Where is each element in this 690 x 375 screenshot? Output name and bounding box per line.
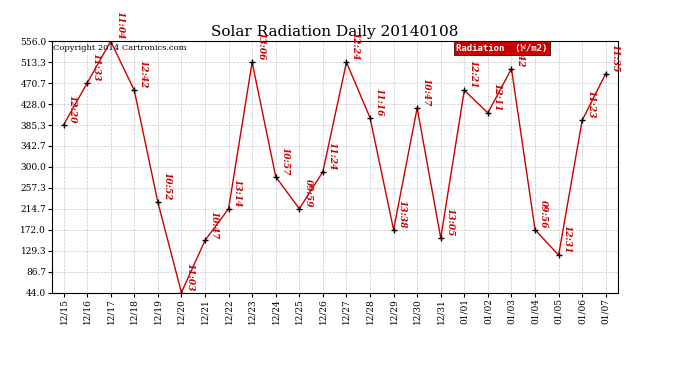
Text: 09:56: 09:56	[540, 200, 549, 228]
Text: 11:24: 11:24	[327, 142, 336, 170]
Text: 11:23: 11:23	[586, 90, 595, 119]
Text: 12:42: 12:42	[139, 60, 148, 89]
Text: 09:59: 09:59	[304, 179, 313, 207]
Text: 12:20: 12:20	[68, 95, 77, 123]
Title: Solar Radiation Daily 20140108: Solar Radiation Daily 20140108	[211, 25, 458, 39]
Text: 12:21: 12:21	[469, 60, 477, 89]
Text: 11:33: 11:33	[91, 53, 100, 82]
Text: 10:47: 10:47	[209, 211, 218, 239]
Text: 12:11: 12:11	[492, 83, 501, 111]
Text: 10:57: 10:57	[280, 147, 289, 175]
Text: 13:38: 13:38	[398, 200, 407, 228]
Text: Radiation  (W/m2): Radiation (W/m2)	[456, 44, 548, 53]
Text: 12:31: 12:31	[563, 225, 572, 254]
Text: 12:24: 12:24	[351, 32, 359, 61]
Text: 11:03: 11:03	[186, 262, 195, 291]
Text: 10:47: 10:47	[422, 78, 431, 106]
Text: 11:04: 11:04	[115, 11, 124, 40]
Text: 10:52: 10:52	[162, 172, 171, 201]
Text: 11:16: 11:16	[374, 88, 383, 116]
Text: 13:06: 13:06	[257, 32, 266, 61]
Text: 11:35: 11:35	[610, 44, 619, 72]
Text: 13:05: 13:05	[445, 208, 454, 237]
Text: Copyright 2014 Cartronics.com: Copyright 2014 Cartronics.com	[53, 44, 186, 52]
Text: 12:42: 12:42	[515, 39, 524, 67]
Text: 13:14: 13:14	[233, 179, 241, 207]
